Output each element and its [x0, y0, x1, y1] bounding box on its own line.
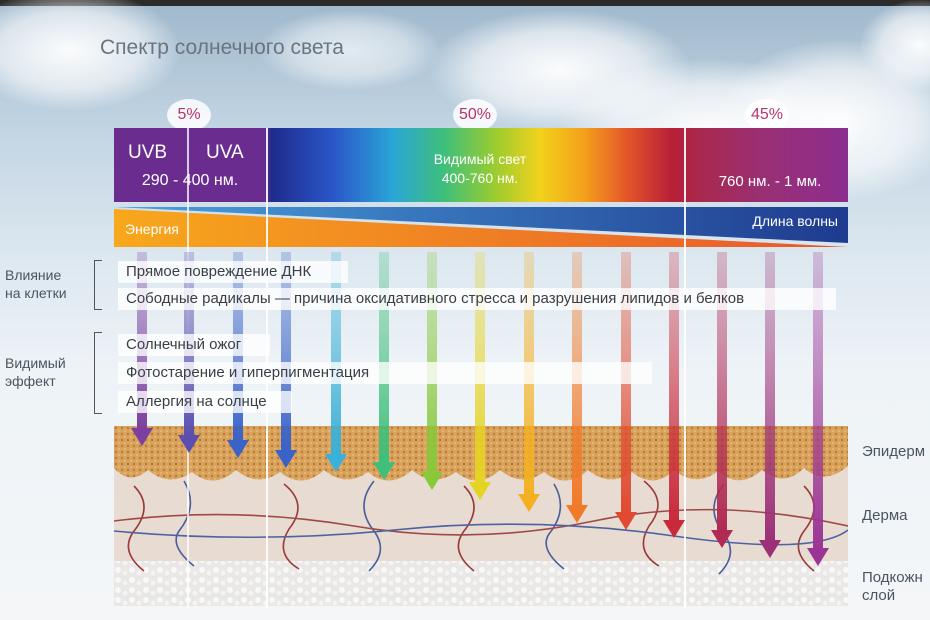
effect-photoaging: Фотостарение и гиперпигментация [118, 362, 652, 384]
subcutaneous-label: Подкожн слой [862, 569, 923, 605]
arrow-violet [275, 252, 297, 468]
uv-range-label: 290 - 400 нм. [141, 172, 239, 189]
effect-dna-damage: Прямое повреждение ДНК [118, 261, 348, 283]
cells-effect-label: Влияние на клетки [5, 266, 67, 302]
page-title: Спектр солнечного света [100, 36, 344, 59]
uvb-label: UVB [128, 142, 168, 163]
arrow-ir-2 [759, 252, 781, 558]
arrow-ir-1 [711, 252, 733, 548]
cells-bracket [94, 260, 102, 310]
wavelength-label: Длина волны [752, 213, 838, 229]
energy-wavelength-wedges [114, 207, 848, 247]
cells-effect-label-text: Влияние на клетки [5, 267, 67, 301]
infrared-range-label: 760 нм. - 1 мм. [718, 173, 822, 190]
effect-free-radicals: Сободные радикалы — причина оксидативног… [118, 288, 836, 310]
visible-effect-label-text: Видимый эффект [5, 355, 66, 389]
visible-light-label: Видимый свет [433, 151, 527, 167]
top-bar [0, 0, 930, 6]
spectrum-bar [114, 128, 848, 202]
visible-effect-bracket [94, 332, 102, 414]
arrow-red [663, 252, 685, 538]
visible-range-label: 400-760 нм. [441, 170, 519, 186]
visible-effect-label: Видимый эффект [5, 354, 66, 390]
effect-sun-allergy: Аллергия на солнце [118, 391, 292, 413]
subcutaneous-label-text: Подкожн слой [862, 569, 923, 604]
uva-label: UVA [206, 142, 244, 163]
cloud-decoration [260, 10, 440, 90]
divider-visible-infrared [684, 128, 686, 608]
arrow-cyan [373, 252, 395, 480]
visible-percent-badge: 50% [453, 99, 497, 131]
arrow-ir-3 [807, 252, 829, 566]
arrow-blue [325, 252, 347, 472]
energy-label: Энергия [125, 221, 179, 237]
infrared-percent-badge: 45% [745, 99, 789, 131]
dermis-label: Дерма [862, 507, 908, 524]
epidermis-label: Эпидерм [862, 443, 926, 460]
uv-percent-badge: 5% [167, 99, 211, 131]
effect-sunburn: Солнечный ожог [118, 334, 270, 356]
